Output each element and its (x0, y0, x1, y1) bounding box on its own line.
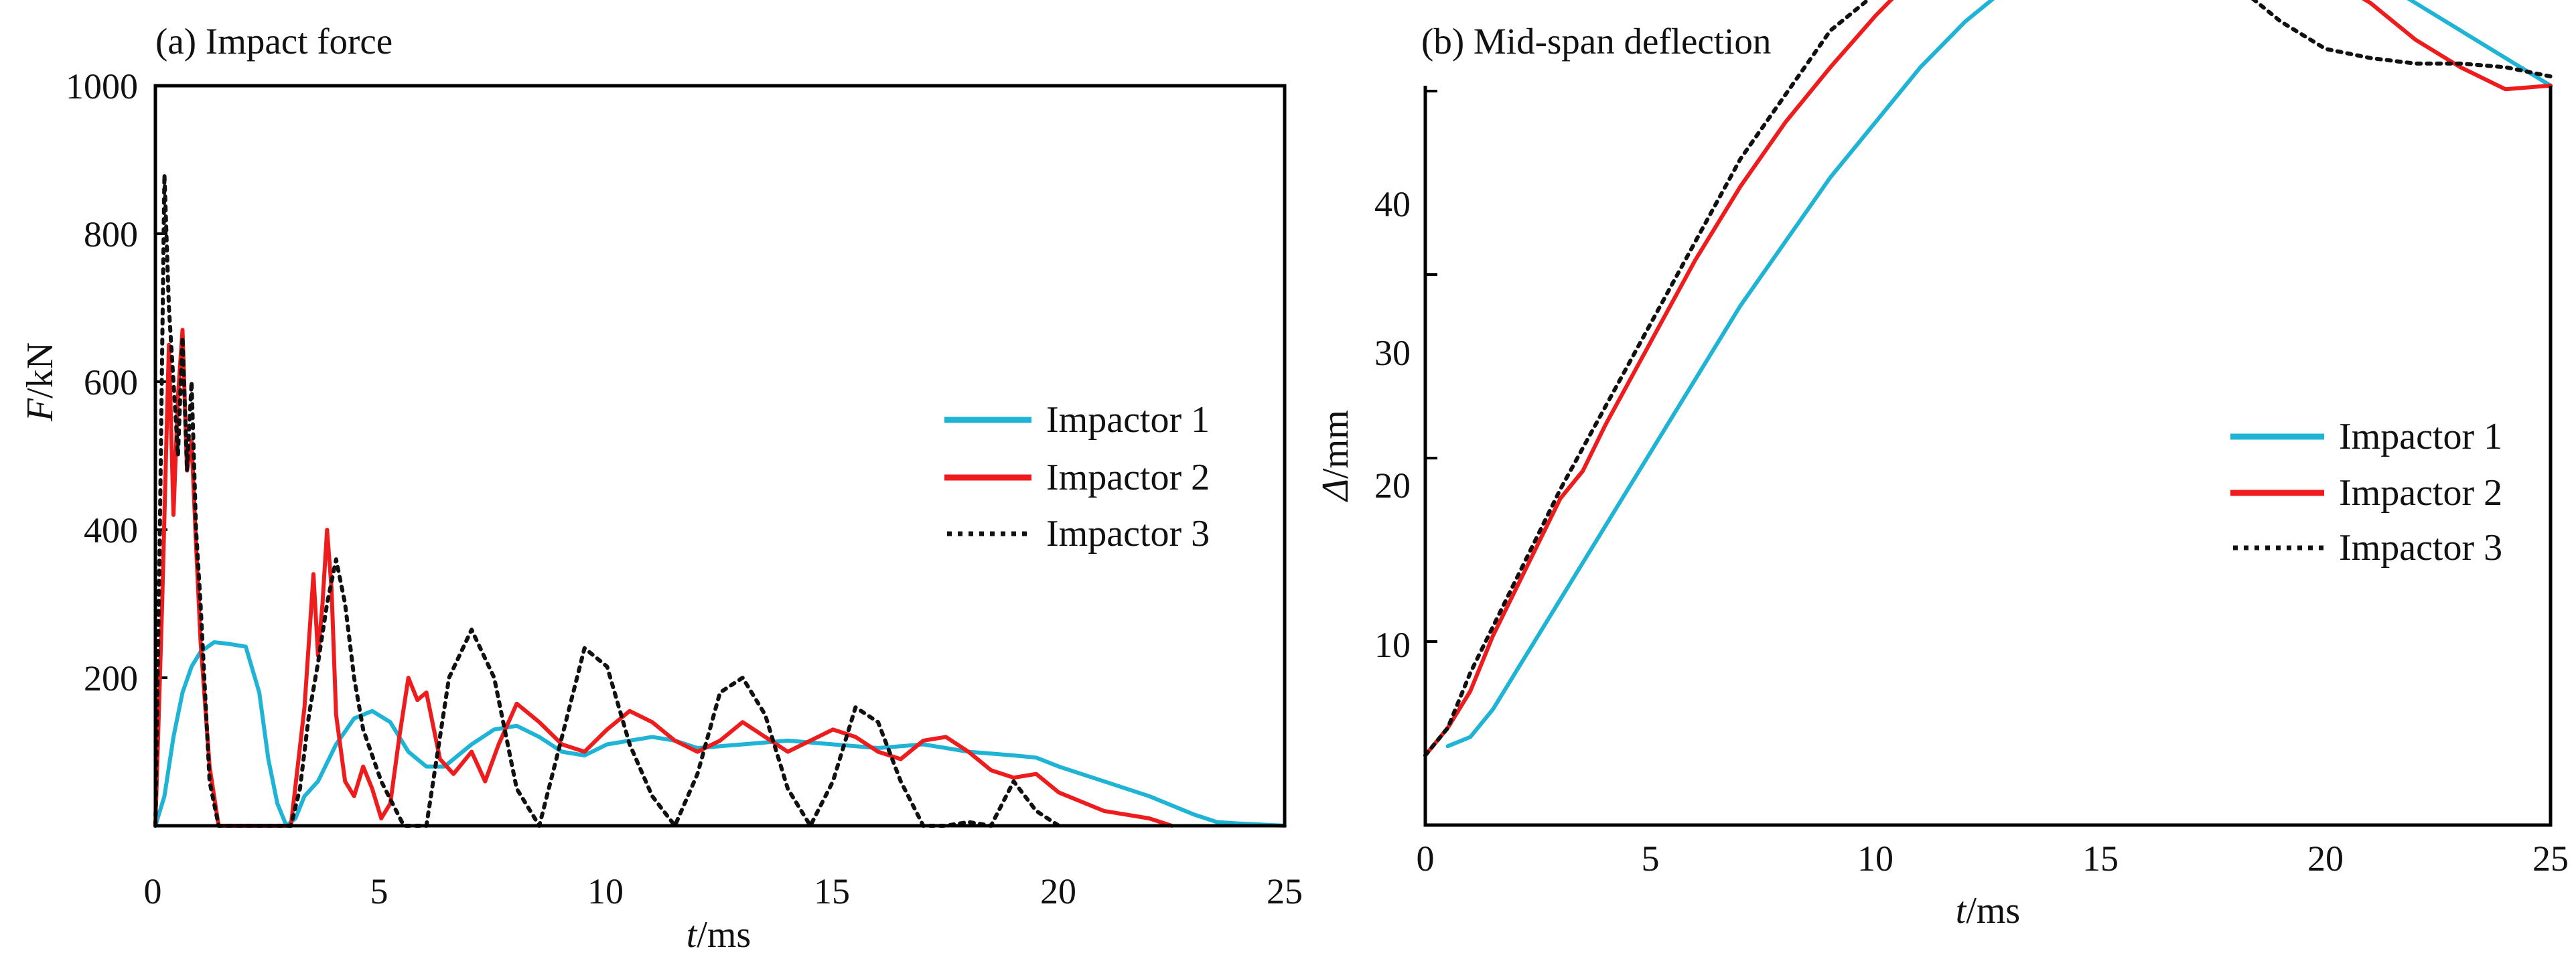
panel-b-x-tick-5: 5 (1642, 838, 1660, 879)
panel-a-x-tick-20: 20 (1040, 871, 1076, 911)
panel-a-y-tick-800: 800 (84, 214, 138, 254)
panel-b-title: (b) Mid-span deflection (1421, 21, 1771, 62)
panel-a-x-tick-0: 0 (144, 871, 162, 911)
panel-a-x-tick-25: 25 (1267, 871, 1303, 911)
panel-a-y-axis-label: F/kN (19, 342, 61, 422)
panel-a-legend: Impactor 1 Impactor 2 Impactor 3 (944, 399, 1210, 555)
panel-b-y-tick-10: 10 (1374, 625, 1411, 665)
panel-a-y-tick-200: 200 (84, 658, 138, 698)
panel-a-y-tick-400: 400 (84, 510, 138, 550)
panel-b-y-axis-label: Δ/mm (1315, 410, 1356, 502)
panel-a-y-tick-1000: 1000 (66, 66, 138, 106)
panel-a-x-tick-5: 5 (370, 871, 388, 911)
panel-b-series-line-impactor-2 (1423, 0, 2553, 757)
panel-b-x-tick-25: 25 (2532, 838, 2569, 879)
panel-a: (a) Impact force 0 5 10 15 20 25 200 400… (19, 21, 1303, 956)
panel-b-legend-label-impactor-3: Impactor 3 (2339, 527, 2502, 569)
panel-a-series (153, 172, 1287, 828)
panel-b-y-tick-30: 30 (1374, 333, 1411, 373)
panel-b-y-tick-20: 20 (1374, 465, 1411, 506)
panel-a-legend-label-impactor-2: Impactor 2 (1046, 457, 1210, 498)
panel-a-y-tick-600: 600 (84, 362, 138, 402)
panel-a-x-tick-15: 15 (814, 871, 850, 911)
panel-b-y-ticks (1425, 90, 1437, 643)
panel-b: (b) Mid-span deflection 0 5 10 15 20 25 … (1315, 0, 2569, 932)
panel-a-x-tick-10: 10 (587, 871, 624, 911)
panel-a-legend-label-impactor-1: Impactor 1 (1046, 399, 1210, 441)
panel-b-legend: Impactor 1 Impactor 2 Impactor 3 (2230, 416, 2502, 569)
panel-b-series (1423, 0, 2553, 757)
panel-b-plot-frame (1423, 86, 2553, 827)
panel-a-series-line-impactor-1 (153, 640, 1287, 828)
panel-b-legend-label-impactor-2: Impactor 2 (2339, 472, 2502, 514)
panel-b-x-tick-20: 20 (2307, 838, 2344, 879)
panel-b-x-axis-label: t/ms (1956, 890, 2020, 932)
panel-a-plot-frame (153, 84, 1287, 828)
panel-b-y-tick-40: 40 (1374, 184, 1411, 224)
panel-b-series-line-impactor-3 (1423, 0, 2553, 757)
panel-a-title: (a) Impact force (155, 21, 392, 62)
panel-a-x-axis-label: t/ms (687, 914, 751, 956)
panel-b-x-tick-0: 0 (1417, 838, 1435, 879)
panel-a-legend-label-impactor-3: Impactor 3 (1046, 513, 1210, 555)
panel-a-series-line-impactor-3 (153, 172, 1061, 828)
panel-b-legend-label-impactor-1: Impactor 1 (2339, 416, 2502, 457)
panel-b-series-line-impactor-1 (1445, 0, 2553, 749)
panel-b-x-tick-10: 10 (1857, 838, 1893, 879)
panel-a-series-line-impactor-2 (153, 327, 1174, 828)
panel-b-x-tick-15: 15 (2082, 838, 2119, 879)
